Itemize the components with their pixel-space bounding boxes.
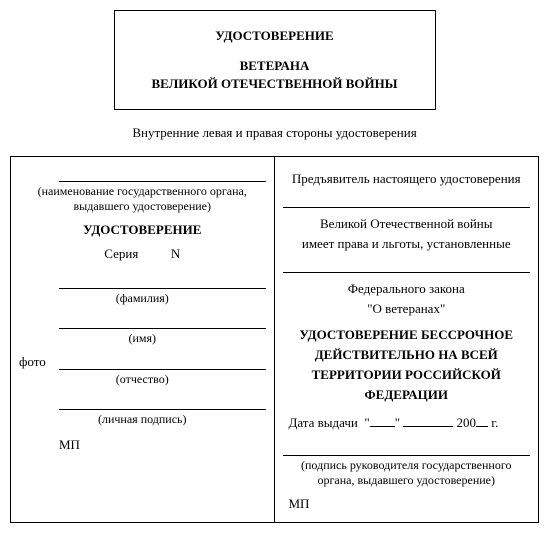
org-line1 — [59, 167, 266, 182]
photo-label: фото — [19, 354, 59, 370]
name-caption: (имя) — [19, 331, 266, 346]
validity2: ДЕЙСТВИТЕЛЬНО НА ВСЕЙ — [283, 347, 531, 363]
number-label: N — [171, 246, 180, 261]
pages-subtitle: Внутренние левая и правая стороны удосто… — [10, 125, 539, 141]
cover-line1: ВЕТЕРАНА — [125, 58, 425, 74]
cover-box: УДОСТОВЕРЕНИЕ ВЕТЕРАНА ВЕЛИКОЙ ОТЕЧЕСТВЕ… — [114, 10, 436, 110]
surname-line — [59, 274, 266, 289]
right-mp: МП — [283, 496, 531, 512]
date-label: Дата выдачи — [289, 415, 358, 430]
patronymic-line — [59, 355, 266, 370]
left-page: (наименование государственного органа, в… — [11, 157, 275, 522]
validity3: ТЕРРИТОРИИ РОССИЙСКОЙ — [283, 367, 531, 383]
validity4: ФЕДЕРАЦИИ — [283, 387, 531, 403]
left-mp: МП — [59, 437, 266, 453]
date-year — [476, 426, 488, 427]
cover-title: УДОСТОВЕРЕНИЕ — [125, 28, 425, 44]
signature-caption: (личная подпись) — [19, 412, 266, 427]
right-page: Предъявитель настоящего удостоверения Ве… — [275, 157, 539, 522]
serial-row: Серия N — [19, 246, 266, 262]
sig-caption: (подпись руководителя государственного о… — [283, 458, 531, 488]
signature-line — [59, 395, 266, 410]
bearer-text: Предъявитель настоящего удостоверения — [283, 171, 531, 187]
bearer-line — [283, 193, 531, 208]
date-month — [403, 426, 453, 427]
date-day — [370, 426, 395, 427]
surname-caption: (фамилия) — [19, 291, 266, 306]
rights-line: имеет права и льготы, установленные — [283, 236, 531, 252]
year-suffix: г. — [491, 415, 498, 430]
name-line — [59, 314, 266, 329]
left-title: УДОСТОВЕРЕНИЕ — [19, 222, 266, 238]
rights-uline — [283, 258, 531, 273]
year-prefix: 200 — [457, 415, 477, 430]
org-caption: (наименование государственного органа, в… — [19, 184, 266, 214]
validity1: УДОСТОВЕРЕНИЕ БЕССРОЧНОЕ — [283, 327, 531, 343]
serial-label: Серия — [104, 246, 138, 261]
law-line: Федерального закона — [283, 281, 531, 297]
patronymic-caption: (отчество) — [19, 372, 266, 387]
cover-line2: ВЕЛИКОЙ ОТЕЧЕСТВЕННОЙ ВОЙНЫ — [125, 76, 425, 92]
pages-box: (наименование государственного органа, в… — [10, 156, 539, 523]
law-name: "О ветеранах" — [283, 301, 531, 317]
sig-uline — [283, 441, 531, 456]
war-line: Великой Отечественной войны — [283, 216, 531, 232]
date-row: Дата выдачи "" 200 г. — [283, 415, 531, 431]
